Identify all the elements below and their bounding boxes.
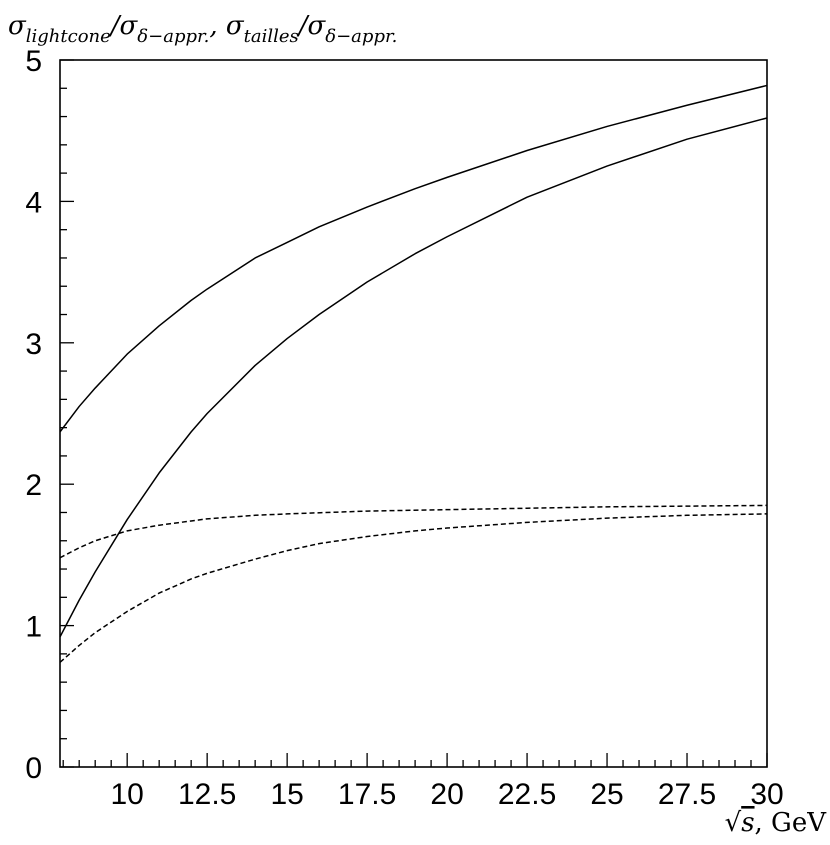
plot-frame <box>59 59 768 768</box>
x-axis-ticks <box>62 753 768 767</box>
y-tick-label: 2 <box>25 469 42 502</box>
x-tick-label: 17.5 <box>338 778 396 811</box>
y-tick-label: 4 <box>25 186 42 219</box>
y-axis-tick-labels: 0 1 2 3 4 5 <box>25 45 42 785</box>
chart-title: σlightcone/σδ−appr., σtailles/σδ−appr. <box>8 11 397 47</box>
x-axis-tick-labels: 10 12.5 15 17.5 20 22.5 25 27.5 30 <box>110 778 783 811</box>
x-tick-label: 15 <box>270 778 303 811</box>
solid-curve-2 <box>59 117 768 638</box>
series-group <box>59 84 768 663</box>
x-tick-label: 27.5 <box>658 778 716 811</box>
x-tick-label: 12.5 <box>178 778 236 811</box>
x-tick-label: 30 <box>750 778 783 811</box>
dashed-curve-3 <box>59 504 768 559</box>
x-tick-label: 20 <box>430 778 463 811</box>
y-tick-label: 0 <box>25 752 42 785</box>
x-axis-label: √s, GeV <box>725 808 828 838</box>
x-tick-label: 10 <box>110 778 143 811</box>
dashed-curve-4 <box>59 513 768 663</box>
y-tick-label: 1 <box>25 611 42 644</box>
solid-curve-1 <box>59 84 768 433</box>
x-tick-label: 25 <box>590 778 623 811</box>
y-tick-label: 5 <box>25 45 42 78</box>
x-tick-label: 22.5 <box>498 778 556 811</box>
y-tick-label: 3 <box>25 328 42 361</box>
